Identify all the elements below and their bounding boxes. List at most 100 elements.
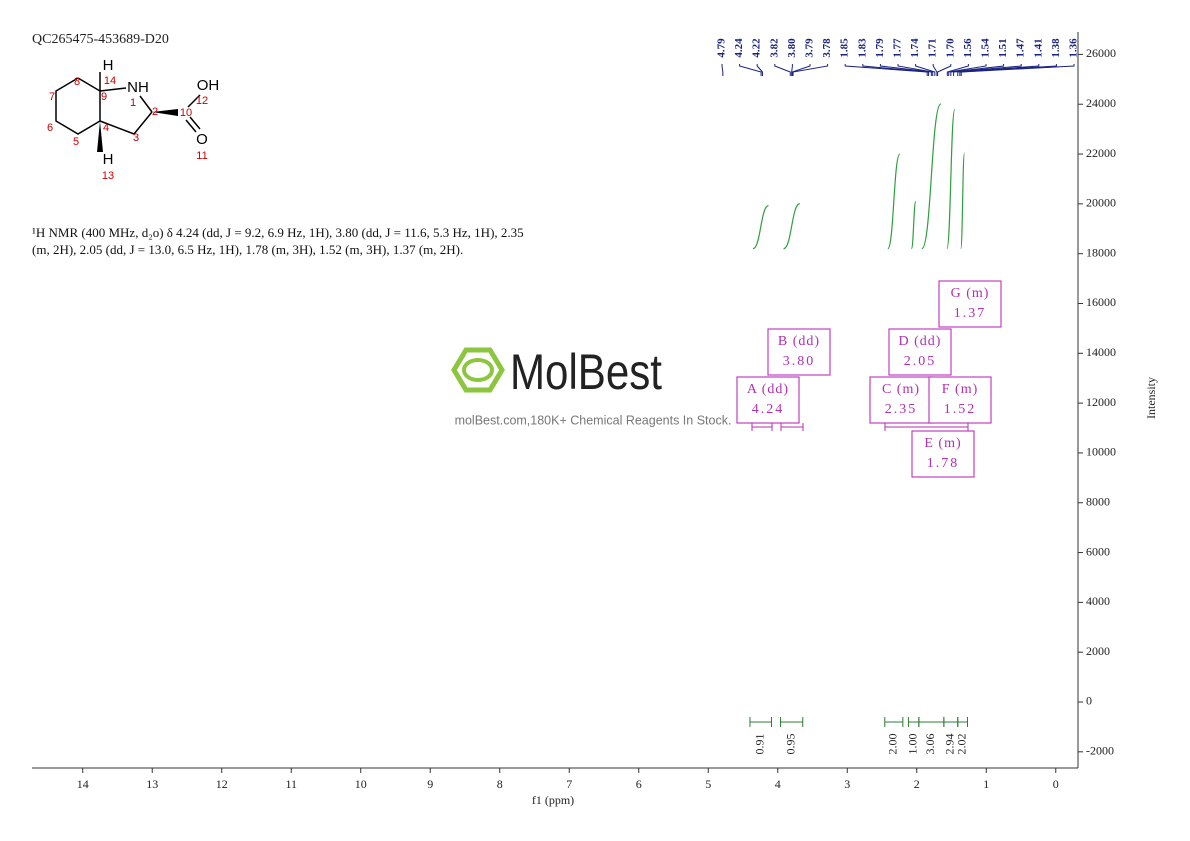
x-tick-label: 12 [216,777,228,791]
watermark-brand: MolBest [510,344,662,400]
peak-leader [791,64,811,76]
peak-label: 1.38 [1050,38,1062,58]
peak-label: 1.54 [980,38,992,58]
atom-label: 9 [101,91,107,103]
multiplet-shift: 1.37 [954,306,987,321]
peak-leader [792,64,829,76]
bond [139,95,153,113]
x-tick-label: 13 [146,777,158,791]
atom-label: 5 [73,136,79,148]
bond [133,111,153,135]
integral-curve [752,205,769,250]
peak-label: 1.77 [892,38,904,58]
peak-leader [739,64,762,76]
multiplet-box [928,376,992,424]
peak-leader [959,64,1057,76]
multiplet-box [767,328,831,376]
x-tick-label: 4 [775,777,781,791]
atom-label: H [103,151,114,168]
peak-leader [756,64,763,76]
y-tick-label: 10000 [1086,445,1116,459]
peak-label: 1.70 [944,38,956,58]
peak-leader [937,64,952,76]
atom-label: 11 [196,150,207,162]
atom-label: 12 [196,95,208,107]
integral-curve [921,103,942,250]
multiplet-label: D (dd) [899,334,942,349]
multiplet-label: B (dd) [778,334,820,349]
atom-label: 3 [133,132,139,144]
y-tick-label: 0 [1086,694,1092,708]
peak-leader [897,64,934,76]
peak-label: 1.74 [909,38,921,58]
x-tick-label: 1 [983,777,989,791]
peak-leader [791,64,793,76]
y-tick-label: -2000 [1086,744,1114,758]
y-tick-label: 4000 [1086,594,1110,608]
y-tick-label: 8000 [1086,494,1110,508]
y-tick-label: 12000 [1086,395,1116,409]
logo-ring [462,358,494,382]
multiplet-shift: 4.24 [752,402,785,417]
x-tick-label: 5 [705,777,711,791]
integral-curve [783,203,801,250]
peak-leader [879,64,932,76]
multiplet-shift: 2.05 [904,354,937,369]
wedge-bond [152,109,178,116]
multiplet-shift: 2.35 [885,402,918,417]
x-tick-label: 0 [1053,777,1059,791]
y-tick-label: 16000 [1086,295,1116,309]
atom-label: 2 [152,106,158,118]
integral-label: 0.91 [752,734,766,755]
watermark: MolBest molBest.com,180K+ Chemical Reage… [451,344,731,427]
chart-title: QC265475-453689-D20 [32,32,169,47]
atom-label: 13 [102,170,114,182]
peak-leader [957,64,1040,76]
description-line: (m, 2H), 2.05 (dd, J = 13.0, 6.5 Hz, 1H)… [32,242,463,257]
x-axis-label: f1 (ppm) [532,793,574,807]
peak-label: 3.78 [821,38,833,58]
peak-label: 4.24 [733,38,745,58]
peak-leader [960,64,1075,76]
peak-leader [950,64,1005,76]
peak-label: 1.79 [874,38,886,58]
peak-label: 1.47 [1015,38,1027,58]
x-tick-label: 6 [636,777,642,791]
atom-label: H [103,57,114,74]
integral-label: 0.95 [783,734,797,755]
atom-label: NH [127,79,149,96]
integral-label: 2.02 [954,734,968,755]
atom-label: OH [197,77,220,94]
molecule [55,72,201,135]
peak-leader [948,64,987,76]
y-tick-label: 2000 [1086,644,1110,658]
atom-label: 10 [180,107,192,119]
y-tick-label: 22000 [1086,146,1116,160]
atom-label: 8 [74,76,80,88]
multiplet-box [938,280,1002,328]
bond [189,116,201,130]
description: ¹H NMR (400 MHz, d₂o) δ 4.24 (dd, J = 9.… [32,225,524,257]
peak-leader [953,64,1022,76]
x-tick-label: 9 [427,777,433,791]
peak-leader [946,64,969,76]
y-axis-label: Intensity [1144,377,1158,419]
integral-label: 2.94 [943,734,957,755]
bond [185,119,197,133]
peak-leader [721,64,724,76]
peak-label: 1.56 [962,38,974,58]
multiplet-label: G (m) [951,286,990,301]
peak-label: 1.36 [1068,38,1080,58]
wedge-bond [97,121,103,152]
x-tick-label: 8 [497,777,503,791]
peak-label: 1.41 [1032,38,1044,57]
peak-leader [932,64,938,76]
integral-curve [960,152,966,250]
integral-curve [887,153,901,250]
multiplet-box [736,376,800,424]
x-tick-label: 3 [844,777,850,791]
bond [99,120,135,135]
x-tick-label: 14 [77,777,89,791]
